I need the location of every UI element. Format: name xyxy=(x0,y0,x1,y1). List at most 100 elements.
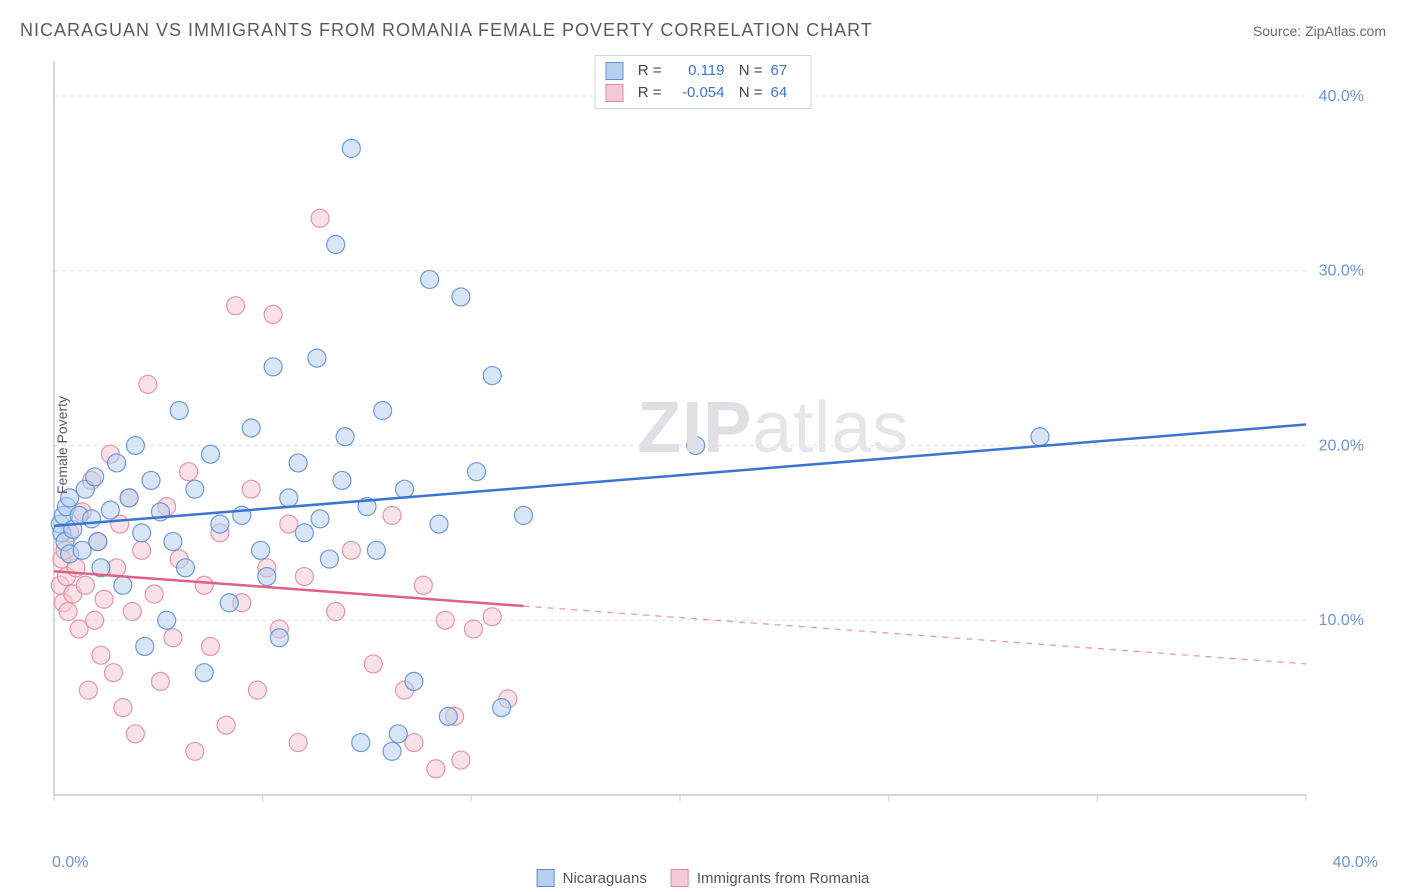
scatter-point xyxy=(170,402,188,420)
scatter-point xyxy=(86,468,104,486)
scatter-point xyxy=(133,524,151,542)
scatter-point xyxy=(464,620,482,638)
scatter-point xyxy=(336,428,354,446)
legend-r-value: 0.119 xyxy=(670,60,725,82)
scatter-point xyxy=(430,515,448,533)
y-tick-label: 20.0% xyxy=(1319,437,1364,454)
scatter-point xyxy=(158,611,176,629)
legend-n-label: N = xyxy=(733,60,763,82)
scatter-point xyxy=(327,603,345,621)
legend-n-value: 64 xyxy=(771,82,801,104)
scatter-point xyxy=(76,576,94,594)
scatter-point xyxy=(383,742,401,760)
scatter-point xyxy=(396,480,414,498)
scatter-point xyxy=(164,533,182,551)
chart-header: NICARAGUAN VS IMMIGRANTS FROM ROMANIA FE… xyxy=(20,20,1386,41)
scatter-point xyxy=(176,559,194,577)
scatter-point xyxy=(114,699,132,717)
scatter-point xyxy=(92,646,110,664)
x-axis-max-label: 40.0% xyxy=(1333,854,1378,872)
scatter-point xyxy=(123,603,141,621)
scatter-point xyxy=(70,620,88,638)
legend-n-label: N = xyxy=(733,82,763,104)
scatter-point xyxy=(374,402,392,420)
y-axis-label: Female Poverty xyxy=(54,396,70,494)
scatter-point xyxy=(289,734,307,752)
scatter-point xyxy=(86,611,104,629)
scatter-point xyxy=(414,576,432,594)
scatter-point xyxy=(270,629,288,647)
scatter-point xyxy=(264,358,282,376)
legend-swatch xyxy=(671,869,689,887)
scatter-point xyxy=(104,664,122,682)
chart-source: Source: ZipAtlas.com xyxy=(1253,23,1386,39)
scatter-point xyxy=(483,367,501,385)
legend-item: Immigrants from Romania xyxy=(671,869,870,887)
scatter-point xyxy=(320,550,338,568)
scatter-point xyxy=(186,742,204,760)
scatter-point xyxy=(483,608,501,626)
legend-row: R = -0.054 N = 64 xyxy=(606,82,801,104)
scatter-point xyxy=(389,725,407,743)
scatter-point xyxy=(126,436,144,454)
scatter-point xyxy=(202,445,220,463)
scatter-point xyxy=(252,541,270,559)
scatter-point xyxy=(687,436,705,454)
scatter-point xyxy=(142,471,160,489)
chart-svg: 10.0% 20.0% 30.0% 40.0% xyxy=(48,55,1378,835)
legend-swatch xyxy=(537,869,555,887)
scatter-point xyxy=(95,590,113,608)
y-tick-label: 10.0% xyxy=(1319,612,1364,629)
scatter-point xyxy=(195,576,213,594)
scatter-point xyxy=(342,541,360,559)
scatter-point xyxy=(202,637,220,655)
scatter-point xyxy=(79,681,97,699)
legend-series-label: Nicaraguans xyxy=(563,870,647,887)
scatter-point xyxy=(220,594,238,612)
scatter-point xyxy=(1031,428,1049,446)
scatter-point xyxy=(280,515,298,533)
scatter-point xyxy=(227,297,245,315)
regression-line-dashed xyxy=(524,606,1307,664)
scatter-point xyxy=(352,734,370,752)
scatter-point xyxy=(133,541,151,559)
legend-series-label: Immigrants from Romania xyxy=(697,870,870,887)
legend-r-label: R = xyxy=(632,82,662,104)
scatter-point xyxy=(405,672,423,690)
scatter-point xyxy=(342,139,360,157)
scatter-point xyxy=(468,463,486,481)
scatter-point xyxy=(211,515,229,533)
scatter-point xyxy=(289,454,307,472)
y-tick-label: 30.0% xyxy=(1319,263,1364,280)
plot-area: Female Poverty 10.0% 20.0% 30.0% 40.0% xyxy=(48,55,1378,835)
scatter-point xyxy=(295,568,313,586)
correlation-legend: R = 0.119 N = 67R = -0.054 N = 64 xyxy=(595,55,812,109)
scatter-point xyxy=(264,305,282,323)
scatter-point xyxy=(195,664,213,682)
scatter-point xyxy=(364,655,382,673)
scatter-point xyxy=(136,637,154,655)
scatter-point xyxy=(311,510,329,528)
legend-r-value: -0.054 xyxy=(670,82,725,104)
legend-swatch xyxy=(606,62,624,80)
y-tick-label: 40.0% xyxy=(1319,88,1364,105)
legend-row: R =0.119N =67 xyxy=(606,60,801,82)
scatter-point xyxy=(333,471,351,489)
scatter-point xyxy=(452,288,470,306)
scatter-point xyxy=(59,603,77,621)
scatter-point xyxy=(258,568,276,586)
scatter-point xyxy=(126,725,144,743)
chart-title: NICARAGUAN VS IMMIGRANTS FROM ROMANIA FE… xyxy=(20,20,873,41)
scatter-point xyxy=(367,541,385,559)
legend-n-value: 67 xyxy=(771,60,801,82)
scatter-point xyxy=(101,501,119,519)
scatter-point xyxy=(427,760,445,778)
scatter-point xyxy=(108,454,126,472)
scatter-point xyxy=(164,629,182,647)
scatter-point xyxy=(73,541,91,559)
scatter-point xyxy=(242,480,260,498)
scatter-point xyxy=(421,270,439,288)
scatter-point xyxy=(217,716,235,734)
scatter-point xyxy=(405,734,423,752)
scatter-point xyxy=(295,524,313,542)
